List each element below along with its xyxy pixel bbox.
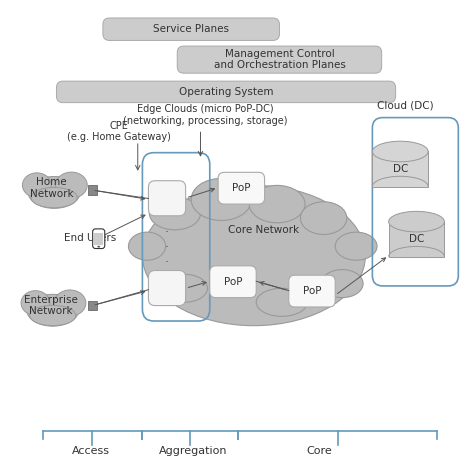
Ellipse shape: [97, 246, 100, 248]
Bar: [372, 151, 428, 187]
Text: ·
·
·: · · ·: [165, 226, 169, 269]
Ellipse shape: [249, 185, 305, 223]
FancyBboxPatch shape: [149, 271, 185, 306]
Ellipse shape: [28, 176, 80, 208]
Text: DC: DC: [409, 234, 424, 244]
Ellipse shape: [30, 305, 76, 325]
Text: PoP: PoP: [232, 183, 251, 193]
Text: Operating System: Operating System: [179, 87, 273, 97]
Text: Access: Access: [72, 446, 110, 455]
Text: End Users: End Users: [64, 233, 116, 243]
Text: Enterprise
Network: Enterprise Network: [24, 295, 78, 317]
Ellipse shape: [256, 288, 308, 316]
Bar: [88, 301, 97, 310]
Text: Management Control
and Orchestration Planes: Management Control and Orchestration Pla…: [213, 49, 345, 70]
Text: Cloud (DC): Cloud (DC): [377, 101, 433, 111]
FancyBboxPatch shape: [93, 229, 105, 249]
Text: Core Network: Core Network: [227, 225, 299, 235]
Ellipse shape: [389, 212, 445, 232]
Ellipse shape: [55, 172, 87, 198]
Ellipse shape: [143, 185, 365, 325]
Text: Home
Network: Home Network: [30, 177, 74, 198]
Text: Core: Core: [306, 446, 332, 455]
Ellipse shape: [21, 291, 50, 315]
Ellipse shape: [129, 232, 165, 260]
FancyBboxPatch shape: [218, 172, 265, 204]
Bar: [389, 222, 445, 257]
Ellipse shape: [161, 274, 207, 303]
FancyBboxPatch shape: [56, 81, 396, 103]
Bar: [88, 185, 97, 195]
Ellipse shape: [27, 295, 79, 326]
Ellipse shape: [54, 290, 86, 316]
Ellipse shape: [31, 188, 77, 208]
Text: PoP: PoP: [303, 286, 321, 296]
Ellipse shape: [321, 270, 363, 298]
Ellipse shape: [150, 197, 200, 230]
Text: Edge Clouds (micro PoP-DC)
(networking, processing, storage): Edge Clouds (micro PoP-DC) (networking, …: [123, 105, 288, 126]
FancyBboxPatch shape: [103, 18, 280, 40]
FancyBboxPatch shape: [289, 275, 335, 307]
Ellipse shape: [301, 202, 347, 234]
FancyBboxPatch shape: [149, 181, 185, 216]
FancyBboxPatch shape: [177, 46, 382, 73]
FancyBboxPatch shape: [210, 266, 256, 298]
Ellipse shape: [335, 232, 377, 260]
Text: DC: DC: [392, 164, 408, 174]
Text: PoP: PoP: [224, 277, 242, 287]
Ellipse shape: [191, 178, 252, 220]
Text: CPE
(e.g. Home Gateway): CPE (e.g. Home Gateway): [67, 121, 171, 143]
Ellipse shape: [372, 141, 428, 162]
Text: Aggregation: Aggregation: [159, 446, 228, 455]
Text: Service Planes: Service Planes: [153, 24, 229, 34]
Bar: [94, 233, 103, 245]
Ellipse shape: [22, 173, 51, 197]
